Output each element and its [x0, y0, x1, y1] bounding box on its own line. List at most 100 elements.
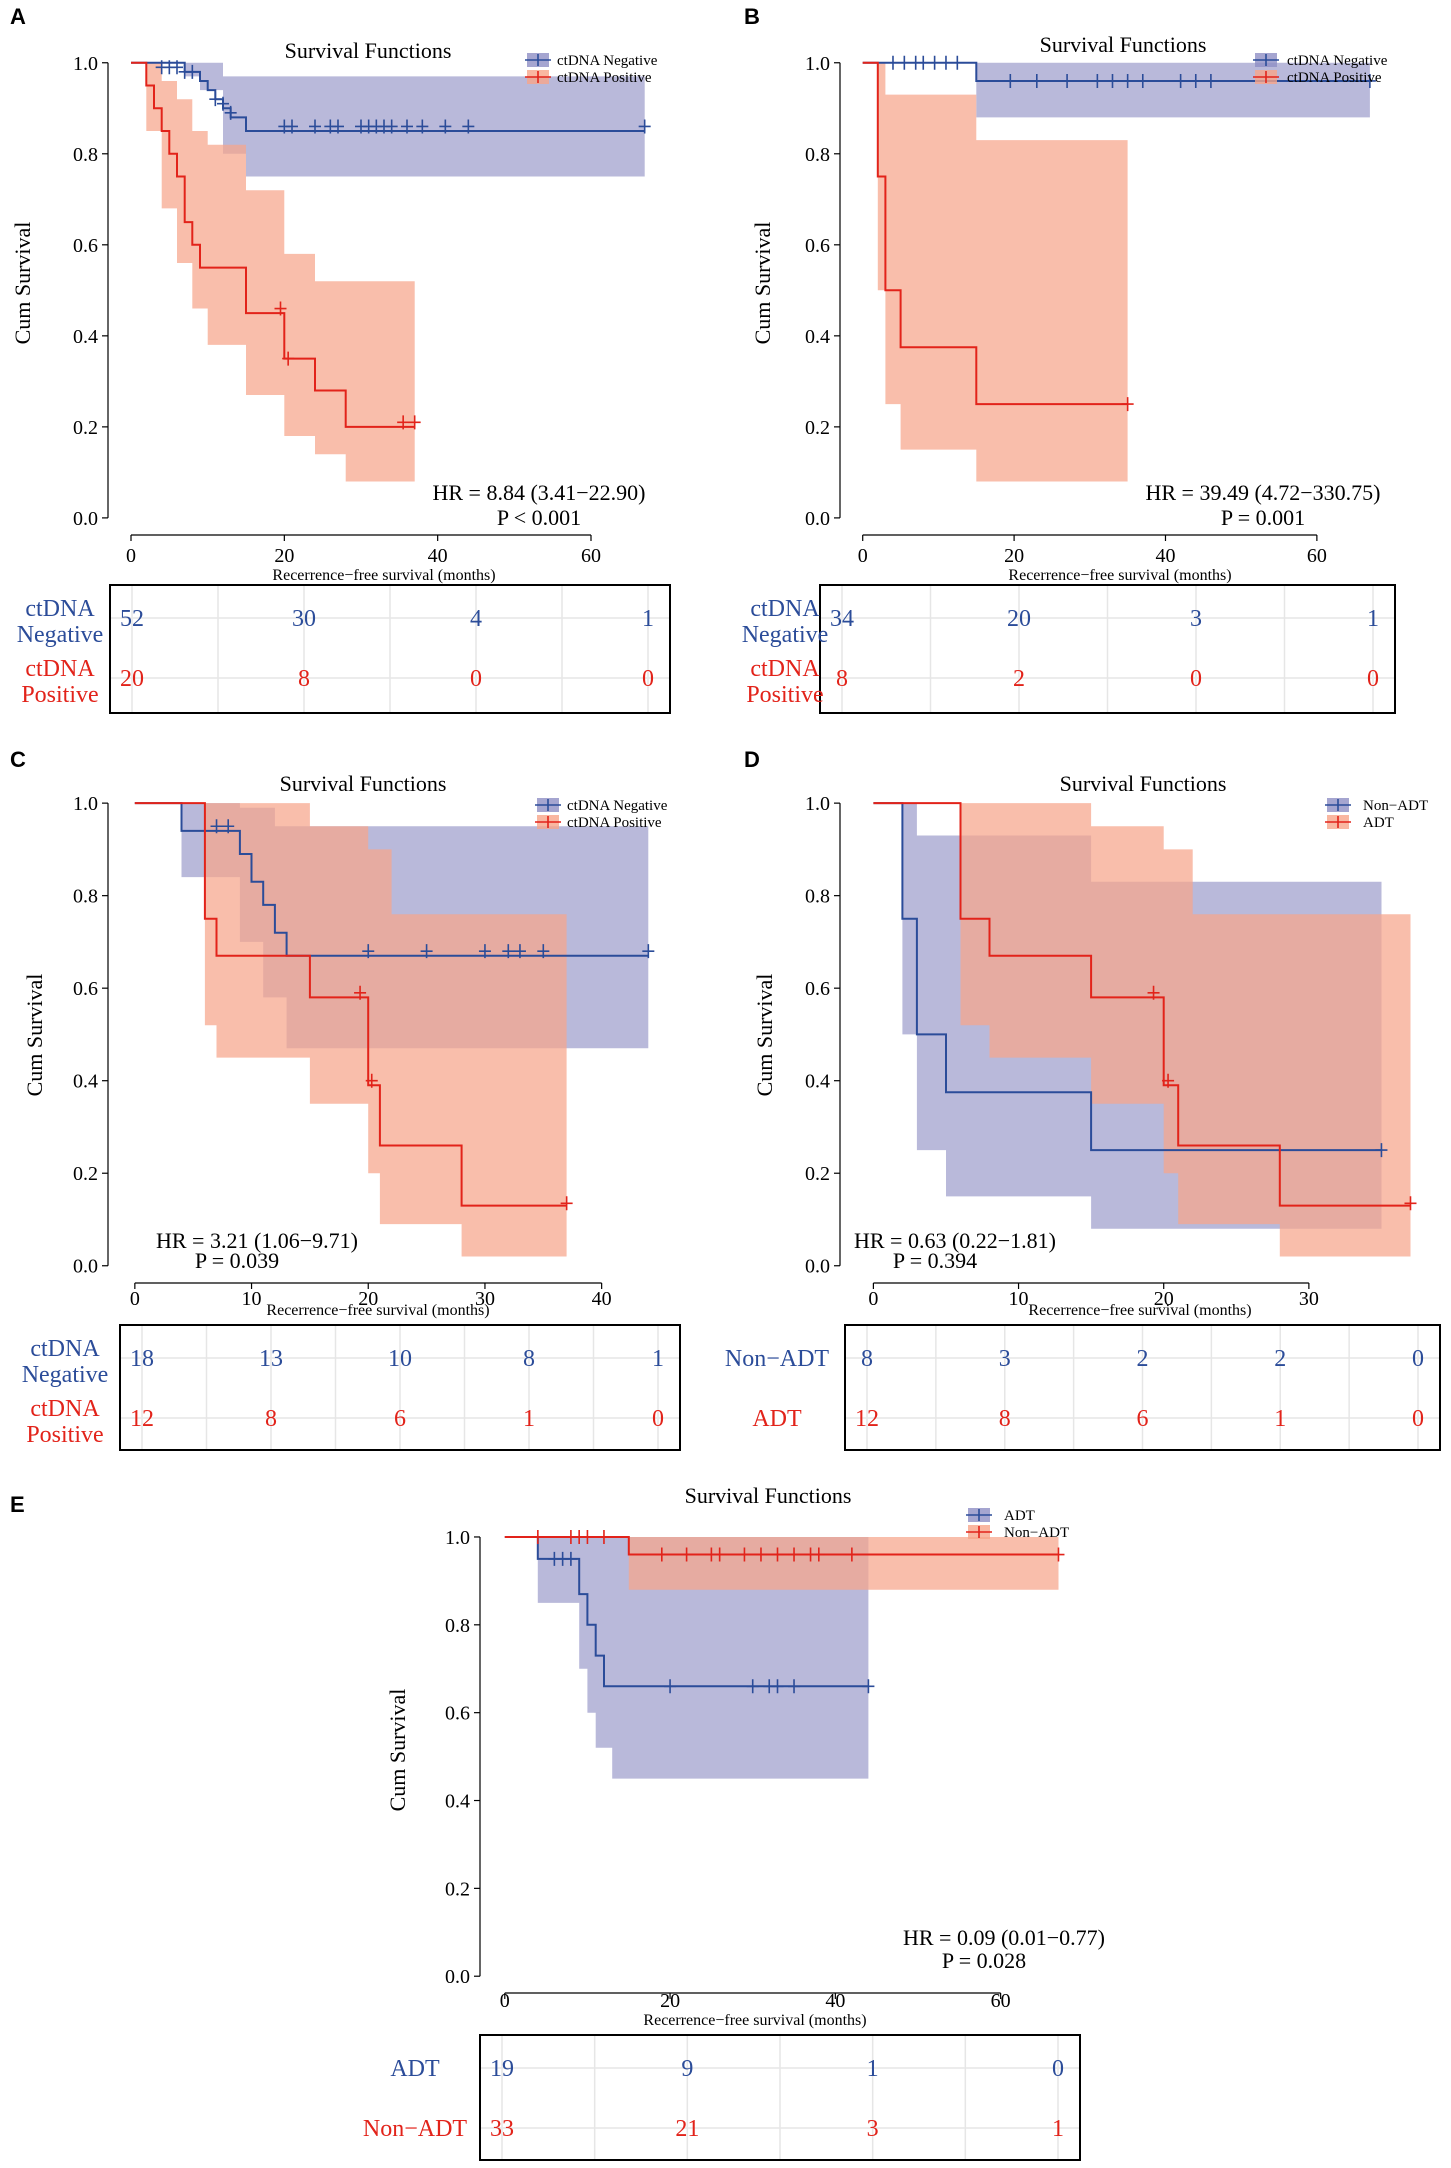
y-tick-label: 1.0: [805, 793, 830, 815]
y-tick-label: 0.8: [73, 144, 98, 166]
censor-mark: [1204, 73, 1217, 88]
risk-table-cell: 8: [999, 1406, 1011, 1432]
censor-mark: [217, 96, 229, 111]
risk-table-row-label: Negative: [22, 1362, 109, 1388]
censor-mark: [209, 92, 222, 107]
legend-label: Non−ADT: [1363, 798, 1428, 814]
censor-mark: [886, 55, 899, 70]
risk-table-cell: 33: [490, 2116, 514, 2142]
censor-mark: [917, 55, 930, 70]
y-tick-label: 1.0: [73, 793, 98, 815]
survival-line-blue: [504, 1536, 869, 1688]
censor-mark: [385, 119, 398, 134]
risk-table-cell: 8: [836, 666, 848, 692]
risk-table-row-label: ctDNA: [30, 1336, 100, 1362]
risk-table-cell: 10: [388, 1346, 412, 1372]
risk-table-row-label: ctDNA: [25, 596, 95, 622]
censor-mark: [928, 55, 941, 70]
y-tick-label: 0.0: [805, 508, 830, 530]
risk-table-cell: 2: [1013, 666, 1025, 692]
x-axis-label: Recerrence−free survival (months): [266, 1302, 489, 1319]
x-tick-label: 40: [825, 1990, 845, 2012]
censor-mark: [845, 1547, 858, 1562]
y-tick-label: 0.0: [805, 1256, 830, 1278]
risk-table-cell: 1: [1367, 606, 1379, 632]
x-tick-label: 20: [358, 1288, 378, 1310]
confidence-band-red: [504, 1537, 1059, 1590]
x-tick-label: 20: [1004, 545, 1024, 567]
risk-table-cell: 8: [523, 1346, 535, 1372]
risk-table-cell: 1: [1052, 2116, 1064, 2142]
y-axis-label: Cum Survival: [750, 222, 775, 345]
censor-mark: [537, 944, 550, 959]
risk-table-cell: 0: [642, 666, 654, 692]
censor-mark: [513, 944, 526, 959]
risk-table-cell: 19: [490, 2056, 514, 2082]
censor-mark: [1147, 985, 1160, 1000]
risk-table-cell: 2: [1137, 1346, 1149, 1372]
panel-letter: A: [10, 4, 26, 29]
hazard-ratio-text: HR = 8.84 (3.41−22.90): [432, 480, 645, 505]
y-tick-label: 1.0: [805, 53, 830, 75]
y-tick-label: 0.8: [805, 144, 830, 166]
legend-label: Non−ADT: [1004, 1525, 1069, 1541]
y-tick-label: 0.8: [805, 886, 830, 908]
y-tick-label: 0.6: [73, 978, 98, 1000]
risk-table-row-label: ctDNA: [25, 656, 95, 682]
x-tick-label: 40: [1155, 545, 1175, 567]
risk-table-cell: 6: [1137, 1406, 1149, 1432]
risk-table-cell: 0: [1412, 1406, 1424, 1432]
risk-table-cell: 8: [265, 1406, 277, 1432]
censor-mark: [365, 1073, 378, 1088]
chart-title: Survival Functions: [1060, 771, 1227, 796]
y-tick-label: 0.6: [73, 235, 98, 257]
p-value-text: P = 0.039: [195, 1248, 279, 1273]
confidence-band-blue: [504, 1537, 869, 1779]
censor-mark: [1106, 73, 1119, 88]
censor-mark: [274, 301, 287, 316]
y-tick-label: 0.2: [445, 1878, 470, 1900]
censor-mark: [642, 944, 655, 959]
y-tick-label: 1.0: [445, 1527, 470, 1549]
survival-line-blue: [873, 802, 1382, 1152]
censor-mark: [1004, 73, 1017, 88]
x-tick-label: 20: [274, 545, 294, 567]
censor-mark: [771, 1547, 784, 1562]
x-tick-label: 0: [868, 1288, 878, 1310]
p-value-text: P < 0.001: [497, 505, 581, 530]
censor-mark: [401, 119, 413, 134]
risk-table-cell: 20: [1007, 606, 1031, 632]
y-tick-label: 0.0: [445, 1966, 470, 1988]
legend-label: ctDNA Negative: [557, 53, 658, 69]
censor-mark: [788, 1547, 801, 1562]
censor-mark: [1121, 73, 1134, 88]
censor-mark: [478, 944, 491, 959]
x-tick-label: 0: [126, 545, 136, 567]
censor-mark: [1136, 73, 1149, 88]
censor-mark: [1061, 73, 1074, 88]
censor-mark: [862, 1679, 875, 1694]
risk-table-row-label: ctDNA: [750, 596, 820, 622]
hazard-ratio-text: HR = 0.63 (0.22−1.81): [854, 1228, 1056, 1253]
x-tick-label: 0: [130, 1288, 140, 1310]
x-tick-label: 60: [1307, 545, 1327, 567]
censor-mark: [738, 1547, 751, 1562]
risk-table-cell: 18: [130, 1346, 154, 1372]
censor-mark: [771, 1679, 784, 1694]
legend-key-red: [966, 1526, 992, 1538]
legend-key-red: [535, 816, 561, 828]
censor-mark: [354, 985, 367, 1000]
risk-table-row-label: Negative: [17, 622, 104, 648]
risk-table-cell: 1: [642, 606, 654, 632]
hazard-ratio-text: HR = 39.49 (4.72−330.75): [1145, 480, 1380, 505]
risk-table-cell: 4: [470, 606, 482, 632]
risk-table-border: [119, 1324, 681, 1451]
y-tick-label: 0.0: [73, 508, 98, 530]
censor-mark: [224, 105, 237, 120]
risk-table-cell: 12: [855, 1406, 879, 1432]
risk-table-cell: 0: [1190, 666, 1202, 692]
y-tick-label: 0.4: [445, 1791, 470, 1813]
risk-table-cell: 1: [867, 2056, 879, 2082]
